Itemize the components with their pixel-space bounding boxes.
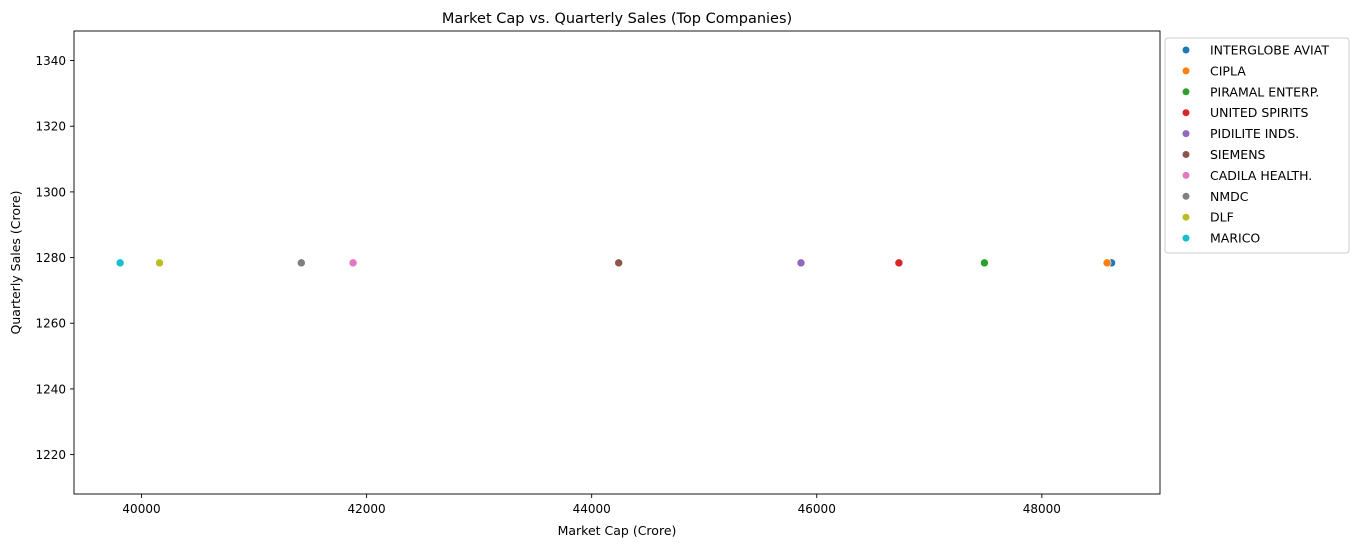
scatter-point (980, 258, 989, 268)
scatter-point (348, 258, 358, 268)
plot-area (73, 30, 1161, 495)
scatter-point (796, 258, 806, 268)
legend-label: UNITED SPIRITS (1210, 105, 1308, 120)
y-axis-label: Quarterly Sales (Crore) (8, 191, 23, 335)
legend-label: DLF (1210, 210, 1234, 225)
legend-marker (1182, 67, 1190, 75)
x-tick-label: 48000 (1023, 502, 1061, 516)
legend-marker (1182, 171, 1190, 179)
legend: INTERGLOBE AVIAT CIPLA PIRAMAL ENTERP. UNIT… (1164, 37, 1350, 254)
chart-title: Market Cap vs. Quarterly Sales (Top Comp… (442, 11, 792, 27)
scatter-point (894, 258, 904, 268)
data-points (115, 258, 1116, 268)
legend-marker (1182, 130, 1190, 138)
legend-label: MARICO (1210, 231, 1260, 246)
legend-marker (1182, 46, 1190, 54)
legend-box (1164, 37, 1350, 254)
y-axis: 1220 1240 1260 1280 1300 1320 1340 (35, 54, 74, 462)
legend-marker (1182, 151, 1190, 158)
legend-label: CIPLA (1210, 63, 1246, 78)
legend-marker (1182, 192, 1190, 200)
x-tick-label: 42000 (348, 502, 386, 516)
legend-label: NMDC (1210, 189, 1249, 204)
y-tick-label: 1340 (35, 54, 66, 68)
legend-marker (1182, 88, 1190, 96)
x-axis: 40000 42000 44000 46000 48000 (122, 494, 1061, 516)
scatter-point (155, 258, 164, 268)
legend-marker (1182, 213, 1190, 221)
legend-label: PIDILITE INDS. (1210, 126, 1299, 141)
x-tick-label: 46000 (798, 502, 836, 516)
x-axis-label: Market Cap (Crore) (558, 523, 677, 538)
legend-label: SIEMENS (1210, 147, 1266, 162)
legend-marker (1182, 234, 1190, 242)
y-tick-label: 1300 (35, 185, 66, 199)
scatter-point (297, 258, 306, 268)
legend-marker (1182, 109, 1190, 117)
x-tick-label: 40000 (122, 502, 160, 516)
x-tick-label: 44000 (573, 502, 611, 516)
y-tick-label: 1320 (35, 120, 66, 134)
y-tick-label: 1240 (35, 382, 66, 396)
scatter-point (614, 258, 623, 268)
y-tick-label: 1260 (35, 317, 66, 331)
scatter-point (115, 258, 125, 268)
legend-label: CADILA HEALTH. (1210, 168, 1312, 183)
legend-label: PIRAMAL ENTERP. (1210, 84, 1319, 99)
y-tick-label: 1220 (35, 448, 66, 462)
y-tick-label: 1280 (35, 251, 66, 265)
scatter-point (1102, 258, 1112, 268)
legend-label: INTERGLOBE AVIAT (1210, 43, 1329, 58)
